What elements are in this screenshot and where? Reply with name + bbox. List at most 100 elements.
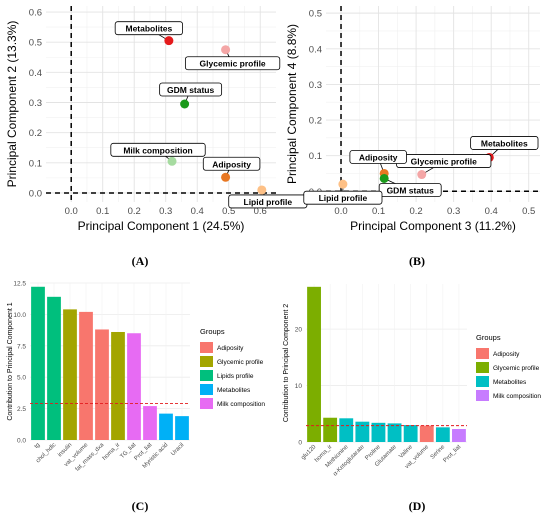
bar	[387, 423, 402, 442]
point-label: GDM status	[387, 185, 435, 195]
y-tick-label: 12.5	[13, 281, 26, 288]
bar	[95, 329, 109, 440]
point-label-box	[202, 156, 261, 171]
point-label: GDM status	[167, 85, 215, 95]
bar	[339, 418, 354, 442]
y-axis-title: Contribution to Principal Component 1	[7, 302, 14, 420]
scatter-point	[164, 36, 174, 46]
y-tick-label: 10.0	[13, 312, 26, 319]
legend-swatch	[476, 390, 489, 401]
bar	[371, 422, 386, 442]
point-label-box	[470, 136, 539, 150]
x-axis-title: Principal Component 1 (24.5%)	[78, 219, 245, 233]
y-tick-label: 0	[298, 440, 302, 447]
legend-label: Glycemic profile	[493, 365, 540, 372]
y-tick-label: 0.5	[309, 9, 322, 20]
y-tick-label: 0.1	[309, 151, 322, 162]
legend-swatch	[200, 356, 213, 367]
bar	[403, 425, 418, 442]
point-label-box	[114, 21, 183, 36]
plot-background	[306, 284, 467, 442]
panel-d-bar-chart: 01020glu120homa_irMethionineα-Ketoglutar…	[283, 284, 541, 478]
point-label: Metabolites	[125, 24, 172, 34]
scatter-point	[338, 179, 348, 189]
legend-swatch	[200, 398, 213, 409]
x-tick-label: tg	[34, 442, 42, 450]
point-label: Milk composition	[123, 145, 192, 155]
scatter-point	[417, 170, 427, 180]
y-axis-title: Principal Component 2 (13.3%)	[5, 21, 19, 188]
legend-label: Adiposity	[217, 345, 244, 352]
scatter-point	[257, 185, 267, 195]
bar	[307, 286, 321, 442]
scatter-point	[221, 172, 231, 182]
panel-label-b: (B)	[409, 254, 425, 268]
y-tick-label: 7.5	[17, 343, 26, 350]
panel-label-d: (D)	[409, 499, 426, 513]
y-tick-label: 0.4	[309, 44, 322, 55]
point-label-box	[110, 142, 206, 157]
legend-title: Groups	[476, 333, 501, 342]
x-tick-label: α-Ketoglutarate	[332, 444, 366, 478]
point-label-box	[159, 82, 223, 97]
x-tick-label: Prot_liat	[443, 444, 463, 464]
point-label-box	[303, 190, 383, 205]
bar	[159, 413, 173, 440]
legend-swatch	[200, 384, 213, 395]
panel-a-scatter: 0.0 0.1 0.2 0.3 0.4 0.5 0.6 0.0 0.1 0.2 0.3 0.4 0.5 0…	[5, 6, 308, 233]
bar	[355, 421, 370, 442]
point-label: Lipid profile	[319, 193, 368, 203]
x-tick-label: 0.0	[65, 206, 78, 217]
y-tick-label: 10	[295, 383, 303, 390]
point-label: Adiposity	[212, 159, 251, 169]
x-tick-label: 0.3	[159, 206, 172, 217]
bar	[143, 406, 157, 440]
point-label: Lipid profile	[244, 197, 293, 207]
legend-swatch	[476, 376, 489, 387]
x-tick-label: 0.2	[409, 206, 422, 217]
plot-background	[46, 6, 276, 202]
legend-label: Milk composition	[493, 393, 541, 400]
bar	[175, 416, 189, 440]
y-tick-label: 0.0	[29, 188, 42, 199]
bar	[127, 333, 141, 440]
x-tick-label: 0.0	[334, 206, 347, 217]
legend-label: Adiposity	[493, 351, 520, 358]
y-axis-title: Contribution to Principal Component 2	[283, 304, 290, 422]
x-tick-label: 0.6	[254, 206, 267, 217]
bar	[435, 427, 450, 442]
legend-swatch	[476, 348, 489, 359]
x-tick-label: 0.5	[222, 206, 235, 217]
y-tick-label: 0.6	[29, 8, 42, 19]
point-label-box	[184, 56, 281, 71]
y-tick-label: 20	[295, 327, 303, 334]
legend-label: Lipids profile	[217, 373, 254, 380]
y-tick-label: 2.5	[17, 406, 26, 413]
y-tick-label: 0.2	[309, 116, 322, 127]
y-tick-label: 0.3	[309, 80, 322, 91]
y-tick-label: 0.0	[17, 438, 26, 445]
legend-title: Groups	[200, 327, 225, 336]
legend-swatch	[200, 370, 213, 381]
legend-label: Milk composition	[217, 401, 265, 408]
point-label-box	[378, 183, 442, 197]
x-tick-label: 0.4	[485, 206, 498, 217]
x-tick-label: Uracil	[170, 442, 185, 457]
x-tick-label: 0.2	[128, 206, 141, 217]
x-tick-label: homa_ir	[102, 442, 122, 462]
plot-background	[326, 6, 540, 202]
bar	[63, 309, 77, 440]
point-label: Metabolites	[481, 138, 528, 148]
bar	[419, 425, 434, 442]
legend-label: Metabolites	[493, 379, 527, 386]
x-tick-label: 0.1	[96, 206, 109, 217]
x-axis-title: Principal Component 3 (11.2%)	[350, 219, 516, 233]
y-tick-label: 0.4	[29, 68, 42, 79]
x-tick-label: 0.3	[447, 206, 460, 217]
legend-swatch	[200, 342, 213, 353]
x-tick-label: 0.1	[372, 206, 385, 217]
y-tick-label: 0.2	[29, 128, 42, 139]
scatter-point	[221, 45, 231, 55]
